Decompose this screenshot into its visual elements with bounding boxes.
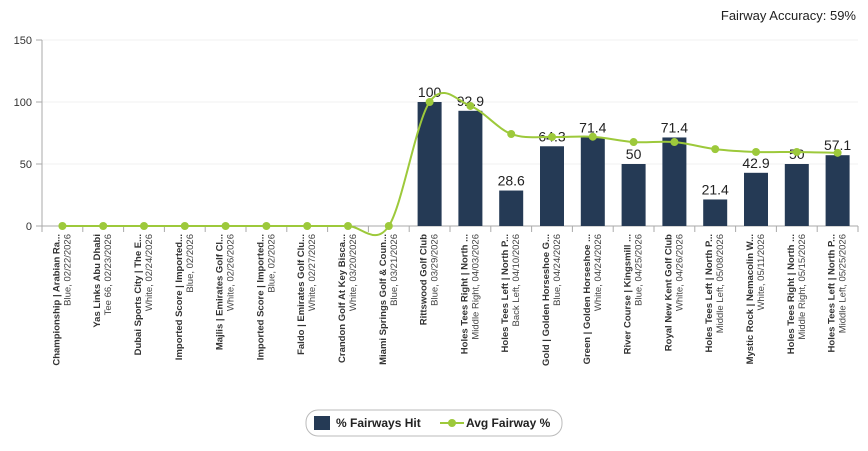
x-tick-detail: Blue, 03/21/2026 [389,234,400,306]
point [711,145,720,154]
value-label: 28.6 [498,173,525,189]
point [344,222,352,230]
x-tick-label: Holes Tees Right | North ... [459,234,470,354]
x-tick-label: Holes Tees Left | North P... [704,234,715,352]
x-tick-label: Yas Links Abu Dhabi [92,234,103,328]
summary: Fairway Accuracy: 59% [721,8,857,23]
x-tick-detail: Middle Left, 05/25/2026 [838,234,849,333]
value-label: 71.4 [579,119,606,135]
point [670,138,679,147]
x-tick-detail: Middle Right, 05/15/2026 [797,234,808,340]
value-label: 92.9 [457,93,484,109]
point [221,222,230,230]
x-tick-detail: Blue, 04/25/2026 [634,234,645,306]
point [507,129,516,138]
x-tick-detail: Blue, 02/2026 [266,234,277,293]
point [262,222,271,230]
bar [825,155,850,226]
x-tick-detail: White, 05/11/2026 [756,234,767,310]
point [466,101,475,110]
x-tick-label: Mystic Rock | Nemacolin W... [745,234,756,364]
point [548,132,556,141]
x-tick-label: Holes Tees Left | North P... [500,234,511,352]
point [99,222,108,230]
x-tick-detail: Middle Left, 05/08/2026 [715,234,726,333]
value-label: 57.1 [824,137,851,153]
bar [580,137,605,226]
value-label: 71.4 [661,119,688,135]
x-tick-detail: White, 04/26/2026 [674,234,685,311]
value-label: 21.4 [702,181,729,197]
x-tick-label: Holes Tees Right | North ... [786,234,797,354]
x-tick-detail: Blue, 03/29/2026 [430,234,441,306]
bar [540,146,564,226]
x-tick-detail: Blue, 02/2026 [185,234,196,293]
bar [703,199,728,226]
y-tick-label: 50 [20,159,32,171]
x-tick-detail: Middle Right, 04/03/2026 [470,234,481,340]
legend-box [305,409,563,437]
point [833,148,842,157]
x-tick-detail: White, 04/24/2026 [593,234,604,311]
point [140,222,148,230]
point [792,147,801,156]
bar [784,164,809,226]
x-tick-detail: Tee 66, 02/23/2026 [103,234,114,315]
x-tick-label: Miami Springs Golf & Coun... [378,234,389,365]
x-tick-label: Championship | Arabian Ra... [51,234,62,366]
x-tick-label: Gold | Golden Horseshoe G... [541,234,552,366]
point [303,222,312,230]
x-tick-label: Rittswood Golf Club [419,234,430,325]
value-label: 42.9 [742,155,769,171]
bar [621,164,646,226]
x-tick-detail: White, 02/26/2026 [226,234,237,311]
x-tick-detail: Blue, 04/24/2026 [552,234,563,306]
x-tick-label: River Course | Kingsmill ... [623,234,634,354]
legend-swatch [448,419,456,427]
x-tick-detail: White, 02/24/2026 [144,234,155,311]
x-tick-detail: Back Left, 04/10/2026 [511,234,522,326]
bar [662,137,687,226]
line [62,92,838,237]
x-tick-detail: Blue, 02/22/2026 [62,234,73,306]
bar [499,190,524,226]
point [384,222,393,230]
legend-label: % Fairways Hit [336,416,421,430]
x-tick-label: Imported Score | Imported... [255,234,266,360]
point [425,98,434,106]
x-tick-label: Dubai Sports City | The E... [133,234,144,355]
bar [744,172,768,226]
x-tick-detail: White, 02/27/2026 [307,234,318,311]
x-tick-label: Crandon Golf At Key Bisca... [337,234,348,363]
value-label: 100 [418,84,442,100]
legend-swatch [314,416,330,430]
y-tick-label: 150 [14,35,32,47]
point [180,222,189,230]
x-tick-label: Faldo | Emirates Golf Clu... [296,234,307,355]
point [588,132,597,141]
point [629,138,638,147]
x-tick-label: Royal New Kent Golf Club [663,234,674,351]
y-tick-label: 0 [26,221,32,233]
bar [458,110,483,226]
value-label: 50 [626,146,642,162]
x-tick-label: Holes Tees Left | North P... [827,234,838,352]
legend-label: Avg Fairway % [466,416,551,430]
x-tick-label: Majlis | Emirates Golf Cl... [215,234,226,350]
y-tick-label: 100 [14,97,32,109]
x-tick-detail: White, 03/20/2026 [348,234,359,311]
point [752,147,760,156]
x-tick-label: Green | Golden Horseshoe ... [582,234,593,364]
x-tick-label: Imported Score | Imported... [174,234,185,360]
point [58,222,67,230]
